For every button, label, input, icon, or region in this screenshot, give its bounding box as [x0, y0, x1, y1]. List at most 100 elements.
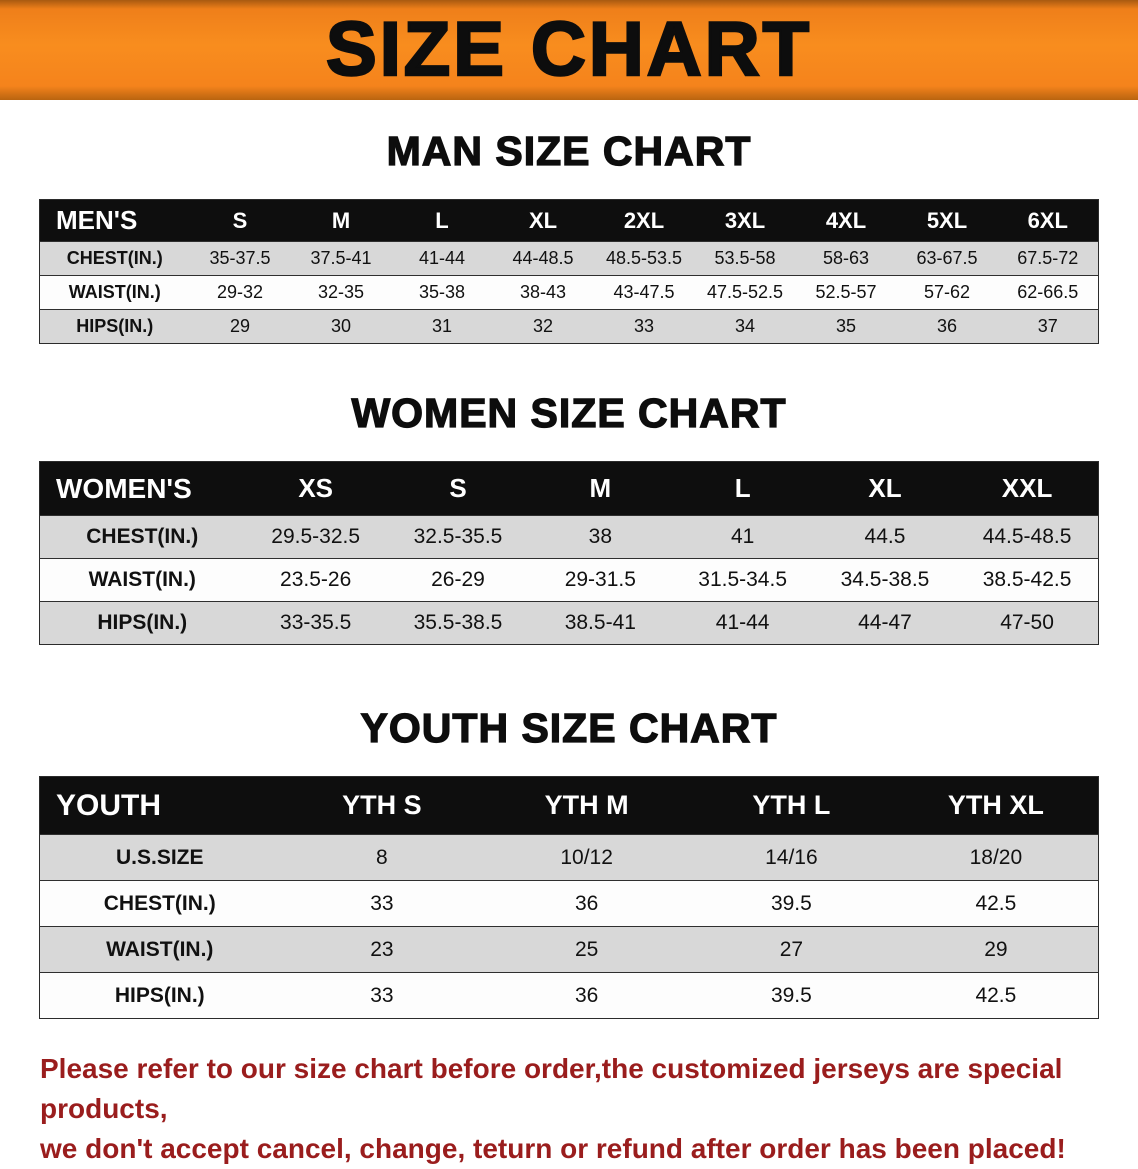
size-column-header: M — [529, 461, 672, 516]
size-column-header: YTH S — [279, 776, 485, 835]
size-value-cell: 29 — [229, 316, 251, 336]
size-value-cell: 35 — [835, 316, 857, 336]
row-label: CHEST(IN.) — [103, 891, 216, 915]
size-column-header: XL — [813, 461, 957, 516]
size-column-header: 4XL — [795, 199, 897, 242]
table-row: WAIST(IN.) 29-32 32-35 35-38 38-43 43-47.5 47.… — [39, 275, 1099, 310]
row-label: WAIST(IN.) — [68, 282, 161, 302]
size-value-cell: 32-35 — [317, 282, 365, 302]
size-value-cell: 44-47 — [858, 611, 912, 634]
banner: SIZE CHART — [0, 0, 1138, 100]
size-value-cell: 57-62 — [923, 282, 971, 302]
size-value-cell: 62-66.5 — [1017, 282, 1079, 302]
page-title: SIZE CHART — [325, 7, 812, 92]
size-column-header: YTH XL — [893, 776, 1099, 835]
table-corner-label: WOMEN'S — [39, 461, 245, 516]
size-value-cell: 31.5-34.5 — [698, 568, 788, 591]
table-row: HIPS(IN.) 33 36 39.5 42.5 — [39, 972, 1099, 1019]
size-value-cell: 32 — [532, 316, 554, 336]
size-column-header: YTH L — [689, 776, 894, 835]
size-value-cell: 23.5-26 — [280, 568, 352, 591]
size-value-cell: 38.5-41 — [564, 611, 636, 634]
size-value-cell: 30 — [330, 316, 352, 336]
size-column-header: L — [671, 461, 814, 516]
size-value-cell: 29-31.5 — [564, 568, 636, 591]
size-column-header: M — [290, 199, 392, 242]
row-label: U.S.SIZE — [115, 845, 204, 869]
size-value-cell: 26-29 — [431, 568, 485, 591]
size-value-cell: 44.5 — [864, 525, 906, 548]
table-row: HIPS(IN.) 33-35.5 35.5-38.5 38.5-41 41-44 44-… — [39, 601, 1099, 645]
size-value-cell: 39.5 — [770, 983, 812, 1007]
size-value-cell: 37.5-41 — [310, 248, 372, 268]
size-column-header: XS — [244, 461, 387, 516]
men-section-heading: MAN SIZE CHART — [386, 127, 752, 174]
women-size-table: WOMEN'S XS S M L XL XXL CHEST(IN.) 29.5-32.5 32.5… — [39, 461, 1099, 645]
table-header-row: WOMEN'S XS S M L XL XXL — [39, 461, 1099, 516]
size-value-cell: 33 — [370, 983, 394, 1007]
row-label: HIPS(IN.) — [114, 983, 205, 1007]
row-label: CHEST(IN.) — [66, 248, 163, 268]
size-value-cell: 38.5-42.5 — [982, 568, 1072, 591]
row-label: HIPS(IN.) — [97, 611, 188, 634]
men-size-table: MEN'S S M L XL 2XL 3XL 4XL 5XL 6XL CHEST(IN.) 35-37… — [39, 199, 1099, 344]
size-value-cell: 36 — [936, 316, 958, 336]
size-value-cell: 29.5-32.5 — [271, 525, 361, 548]
table-header-row: YOUTH YTH S YTH M YTH L YTH XL — [39, 776, 1099, 835]
size-value-cell: 38-43 — [519, 282, 567, 302]
size-value-cell: 33 — [370, 891, 394, 915]
size-value-cell: 10/12 — [560, 845, 613, 869]
size-value-cell: 44.5-48.5 — [982, 525, 1072, 548]
table-row: WAIST(IN.) 23 25 27 29 — [39, 926, 1099, 973]
disclaimer-section: Please refer to our size chart before or… — [0, 1049, 1138, 1169]
size-value-cell: 25 — [574, 937, 599, 961]
size-value-cell: 58-63 — [822, 248, 870, 268]
size-value-cell: 48.5-53.5 — [605, 248, 683, 268]
youth-size-table: YOUTH YTH S YTH M YTH L YTH XL U.S.SIZE 8 10/12… — [39, 776, 1099, 1019]
size-value-cell: 14/16 — [765, 845, 818, 869]
size-value-cell: 36 — [574, 983, 599, 1007]
size-value-cell: 47-50 — [1000, 611, 1054, 634]
size-value-cell: 44-48.5 — [512, 248, 574, 268]
size-value-cell: 42.5 — [975, 891, 1017, 915]
men-section: MAN SIZE CHART MEN'S S M L XL 2XL 3XL 4XL 5XL 6XL… — [0, 127, 1138, 344]
size-value-cell: 27 — [779, 937, 804, 961]
table-header-row: MEN'S S M L XL 2XL 3XL 4XL 5XL 6XL — [39, 199, 1099, 242]
women-section: WOMEN SIZE CHART WOMEN'S XS S M L XL XXL CHEST(… — [0, 389, 1138, 645]
disclaimer-line-1: Please refer to our size chart before or… — [40, 1053, 1063, 1124]
row-label: HIPS(IN.) — [76, 316, 154, 336]
size-value-cell: 53.5-58 — [714, 248, 776, 268]
table-row: HIPS(IN.) 29 30 31 32 33 34 35 36 37 — [39, 309, 1099, 344]
size-column-header: XL — [492, 199, 594, 242]
size-value-cell: 52.5-57 — [815, 282, 877, 302]
disclaimer-line-2: we don't accept cancel, change, teturn o… — [40, 1133, 1066, 1164]
table-row: U.S.SIZE 8 10/12 14/16 18/20 — [39, 834, 1099, 881]
size-column-header: S — [386, 461, 530, 516]
table-corner-label: YOUTH — [39, 776, 280, 835]
table-corner-label: MEN'S — [39, 199, 190, 242]
row-label: CHEST(IN.) — [86, 525, 199, 548]
size-value-cell: 34 — [734, 316, 756, 336]
size-column-header: L — [391, 199, 493, 242]
size-value-cell: 47.5-52.5 — [706, 282, 784, 302]
women-section-heading: WOMEN SIZE CHART — [351, 389, 787, 436]
size-column-header: 6XL — [997, 199, 1099, 242]
size-value-cell: 34.5-38.5 — [840, 568, 930, 591]
size-value-cell: 38 — [588, 525, 612, 548]
size-column-header: YTH M — [484, 776, 689, 835]
table-row: CHEST(IN.) 35-37.5 37.5-41 41-44 44-48.5 48.5… — [39, 241, 1099, 276]
youth-section: YOUTH SIZE CHART YOUTH YTH S YTH M YTH L YTH… — [0, 704, 1138, 1019]
table-row: WAIST(IN.) 23.5-26 26-29 29-31.5 31.5-34.5 34… — [39, 558, 1099, 602]
table-row: CHEST(IN.) 29.5-32.5 32.5-35.5 38 41 44.5 44.5… — [39, 515, 1099, 559]
size-column-header: 5XL — [896, 199, 998, 242]
size-value-cell: 33 — [633, 316, 655, 336]
size-column-header: 2XL — [593, 199, 695, 242]
row-label: WAIST(IN.) — [88, 568, 196, 591]
size-value-cell: 67.5-72 — [1017, 248, 1079, 268]
size-column-header: 3XL — [694, 199, 796, 242]
size-value-cell: 35-37.5 — [209, 248, 271, 268]
size-value-cell: 41 — [730, 525, 755, 548]
size-value-cell: 42.5 — [975, 983, 1017, 1007]
size-value-cell: 33-35.5 — [280, 611, 352, 634]
